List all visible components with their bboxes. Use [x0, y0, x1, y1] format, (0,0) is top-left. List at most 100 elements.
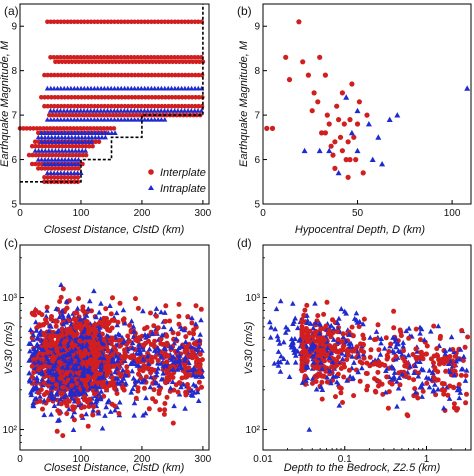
interplate-point: [43, 143, 48, 149]
intraplate-point: [111, 108, 117, 113]
intraplate-point: [273, 306, 280, 312]
intraplate-point: [175, 85, 181, 91]
interplate-point: [64, 305, 70, 311]
intraplate-point: [105, 85, 111, 91]
intraplate-point: [110, 355, 116, 361]
intraplate-point: [156, 382, 162, 388]
interplate-point: [371, 361, 377, 367]
intraplate-point: [55, 139, 61, 144]
intraplate-point: [69, 157, 75, 162]
interplate-point: [132, 95, 138, 100]
intraplate-point: [406, 325, 412, 331]
intraplate-point: [128, 117, 134, 122]
interplate-point: [115, 55, 120, 60]
intraplate-point: [54, 85, 61, 91]
interplate-point: [176, 103, 181, 109]
intraplate-point: [457, 346, 464, 352]
interplate-point: [152, 55, 157, 60]
intraplate-point: [42, 134, 48, 140]
interplate-point: [115, 19, 121, 25]
intraplate-point: [135, 108, 141, 113]
intraplate-point: [95, 85, 101, 91]
panel-c-ytick-label: 10³: [3, 293, 18, 304]
intraplate-point: [57, 396, 64, 402]
intraplate-point: [30, 402, 36, 408]
intraplate-point: [290, 300, 296, 306]
interplate-point: [62, 95, 68, 100]
interplate-point: [125, 19, 131, 25]
interplate-point: [351, 348, 357, 354]
intraplate-point: [39, 157, 45, 162]
intraplate-point: [77, 316, 84, 322]
interplate-point: [102, 103, 107, 109]
interplate-point: [77, 338, 83, 344]
panel-d-xlabel: Depth to the Bedrock, Z2.5 (km): [284, 462, 441, 474]
intraplate-point: [58, 282, 64, 287]
interplate-point: [86, 143, 92, 149]
interplate-point: [341, 121, 347, 127]
interplate-point: [402, 363, 408, 369]
interplate-point: [110, 352, 115, 358]
interplate-point: [80, 152, 86, 158]
interplate-point: [92, 391, 98, 397]
intraplate-point: [82, 130, 88, 135]
interplate-point: [304, 358, 310, 364]
interplate-point: [363, 370, 369, 376]
intraplate-point: [48, 390, 54, 396]
interplate-point: [85, 19, 90, 25]
interplate-point: [162, 72, 168, 78]
interplate-point: [142, 103, 148, 109]
intraplate-point: [324, 345, 331, 351]
interplate-point: [83, 59, 88, 65]
intraplate-point: [168, 326, 175, 332]
intraplate-point: [34, 343, 41, 349]
intraplate-point: [75, 85, 81, 91]
interplate-point: [441, 391, 447, 397]
intraplate-point: [63, 298, 70, 304]
interplate-point: [53, 143, 58, 149]
intraplate-point: [188, 108, 194, 113]
intraplate-point: [67, 371, 74, 377]
intraplate-point: [111, 117, 118, 122]
intraplate-point: [291, 318, 297, 324]
interplate-point: [163, 95, 168, 100]
interplate-point: [75, 103, 81, 109]
intraplate-point: [38, 130, 44, 135]
interplate-point: [53, 112, 59, 118]
intraplate-point: [69, 134, 75, 140]
interplate-point: [464, 391, 469, 397]
interplate-point: [41, 126, 46, 131]
interplate-point: [114, 112, 119, 118]
interplate-point: [361, 336, 367, 341]
interplate-point: [169, 19, 174, 25]
interplate-point: [82, 19, 87, 25]
interplate-point: [42, 332, 47, 338]
intraplate-point: [99, 341, 106, 347]
intraplate-point: [47, 322, 53, 328]
interplate-point: [341, 361, 347, 367]
interplate-point: [321, 373, 326, 379]
interplate-point: [283, 54, 289, 60]
intraplate-point: [319, 365, 325, 371]
intraplate-point: [162, 85, 168, 91]
intraplate-point: [83, 312, 90, 318]
intraplate-point: [312, 320, 319, 325]
intraplate-point: [162, 117, 168, 122]
interplate-point: [68, 19, 74, 25]
intraplate-point: [292, 346, 298, 352]
intraplate-point: [386, 116, 393, 122]
interplate-point: [47, 112, 52, 118]
interplate-point: [197, 365, 203, 370]
intraplate-point: [109, 358, 116, 364]
intraplate-point: [120, 367, 126, 373]
interplate-point: [149, 95, 155, 100]
interplate-point: [134, 112, 139, 118]
interplate-point: [176, 72, 181, 78]
interplate-point: [151, 387, 157, 393]
intraplate-point: [412, 389, 419, 395]
intraplate-point: [39, 148, 45, 153]
interplate-point: [24, 126, 30, 131]
interplate-point: [82, 380, 88, 386]
intraplate-point: [53, 360, 59, 366]
intraplate-point: [81, 117, 87, 122]
